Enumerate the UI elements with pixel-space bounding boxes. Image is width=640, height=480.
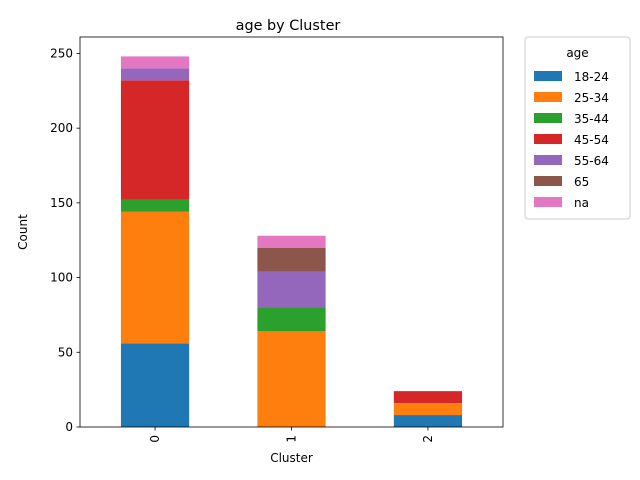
- bar-cluster-0-25-34: [120, 211, 190, 344]
- y-tick-label: 50: [58, 345, 73, 359]
- legend: age 18-24 25-34 35-44 45-54 55-64 65 na: [524, 36, 631, 220]
- y-axis: 0 50 100 150 200 250: [50, 46, 80, 434]
- bar-cluster-1-na: [257, 235, 326, 248]
- bar-cluster-1-55-64: [257, 271, 326, 308]
- x-tick-label: 0: [148, 435, 162, 443]
- legend-swatch: [534, 92, 562, 102]
- y-tick-label: 200: [50, 121, 73, 135]
- bar-cluster-0-na: [120, 56, 190, 69]
- x-axis: 0 1 2: [148, 427, 435, 443]
- bar-cluster-0-55-64: [120, 68, 190, 81]
- legend-label: 35-44: [574, 112, 609, 126]
- x-axis-label: Cluster: [270, 451, 313, 465]
- legend-swatch: [534, 134, 562, 144]
- legend-swatch: [534, 113, 562, 123]
- bar-cluster-2-45-54: [393, 391, 463, 404]
- legend-label: 65: [574, 175, 589, 189]
- y-tick-label: 0: [65, 420, 73, 434]
- bar-cluster-2-18-24: [393, 415, 463, 427]
- legend-label: 55-64: [574, 154, 609, 168]
- legend-swatch: [534, 176, 562, 186]
- chart-title: age by Cluster: [236, 18, 341, 34]
- y-tick-label: 150: [50, 196, 73, 210]
- bar-cluster-1-65: [257, 247, 326, 272]
- legend-items: 18-24 25-34 35-44 45-54 55-64 65 na: [534, 70, 609, 210]
- legend-swatch: [534, 71, 562, 81]
- y-tick-label: 100: [50, 271, 73, 285]
- bar-cluster-0-35-44: [120, 199, 190, 212]
- x-tick-label: 2: [421, 435, 435, 443]
- y-axis-label: Count: [16, 214, 30, 250]
- x-tick-label: 1: [285, 435, 299, 443]
- legend-label: 25-34: [574, 91, 609, 105]
- legend-frame: [524, 36, 631, 220]
- bar-cluster-0-45-54: [120, 80, 190, 200]
- bar-cluster-2-25-34: [393, 403, 463, 416]
- legend-swatch: [534, 197, 562, 207]
- legend-label: 18-24: [574, 70, 609, 84]
- plot-frame: [79, 36, 504, 428]
- y-tick-label: 250: [50, 46, 73, 60]
- bar-cluster-1-25-34: [257, 331, 326, 427]
- legend-label: 45-54: [574, 133, 609, 147]
- legend-swatch: [534, 155, 562, 165]
- bars-group: [120, 56, 463, 427]
- legend-label: na: [574, 196, 589, 210]
- bar-cluster-0-18-24: [120, 343, 190, 427]
- legend-title: age: [566, 46, 588, 60]
- bar-cluster-1-35-44: [257, 307, 326, 332]
